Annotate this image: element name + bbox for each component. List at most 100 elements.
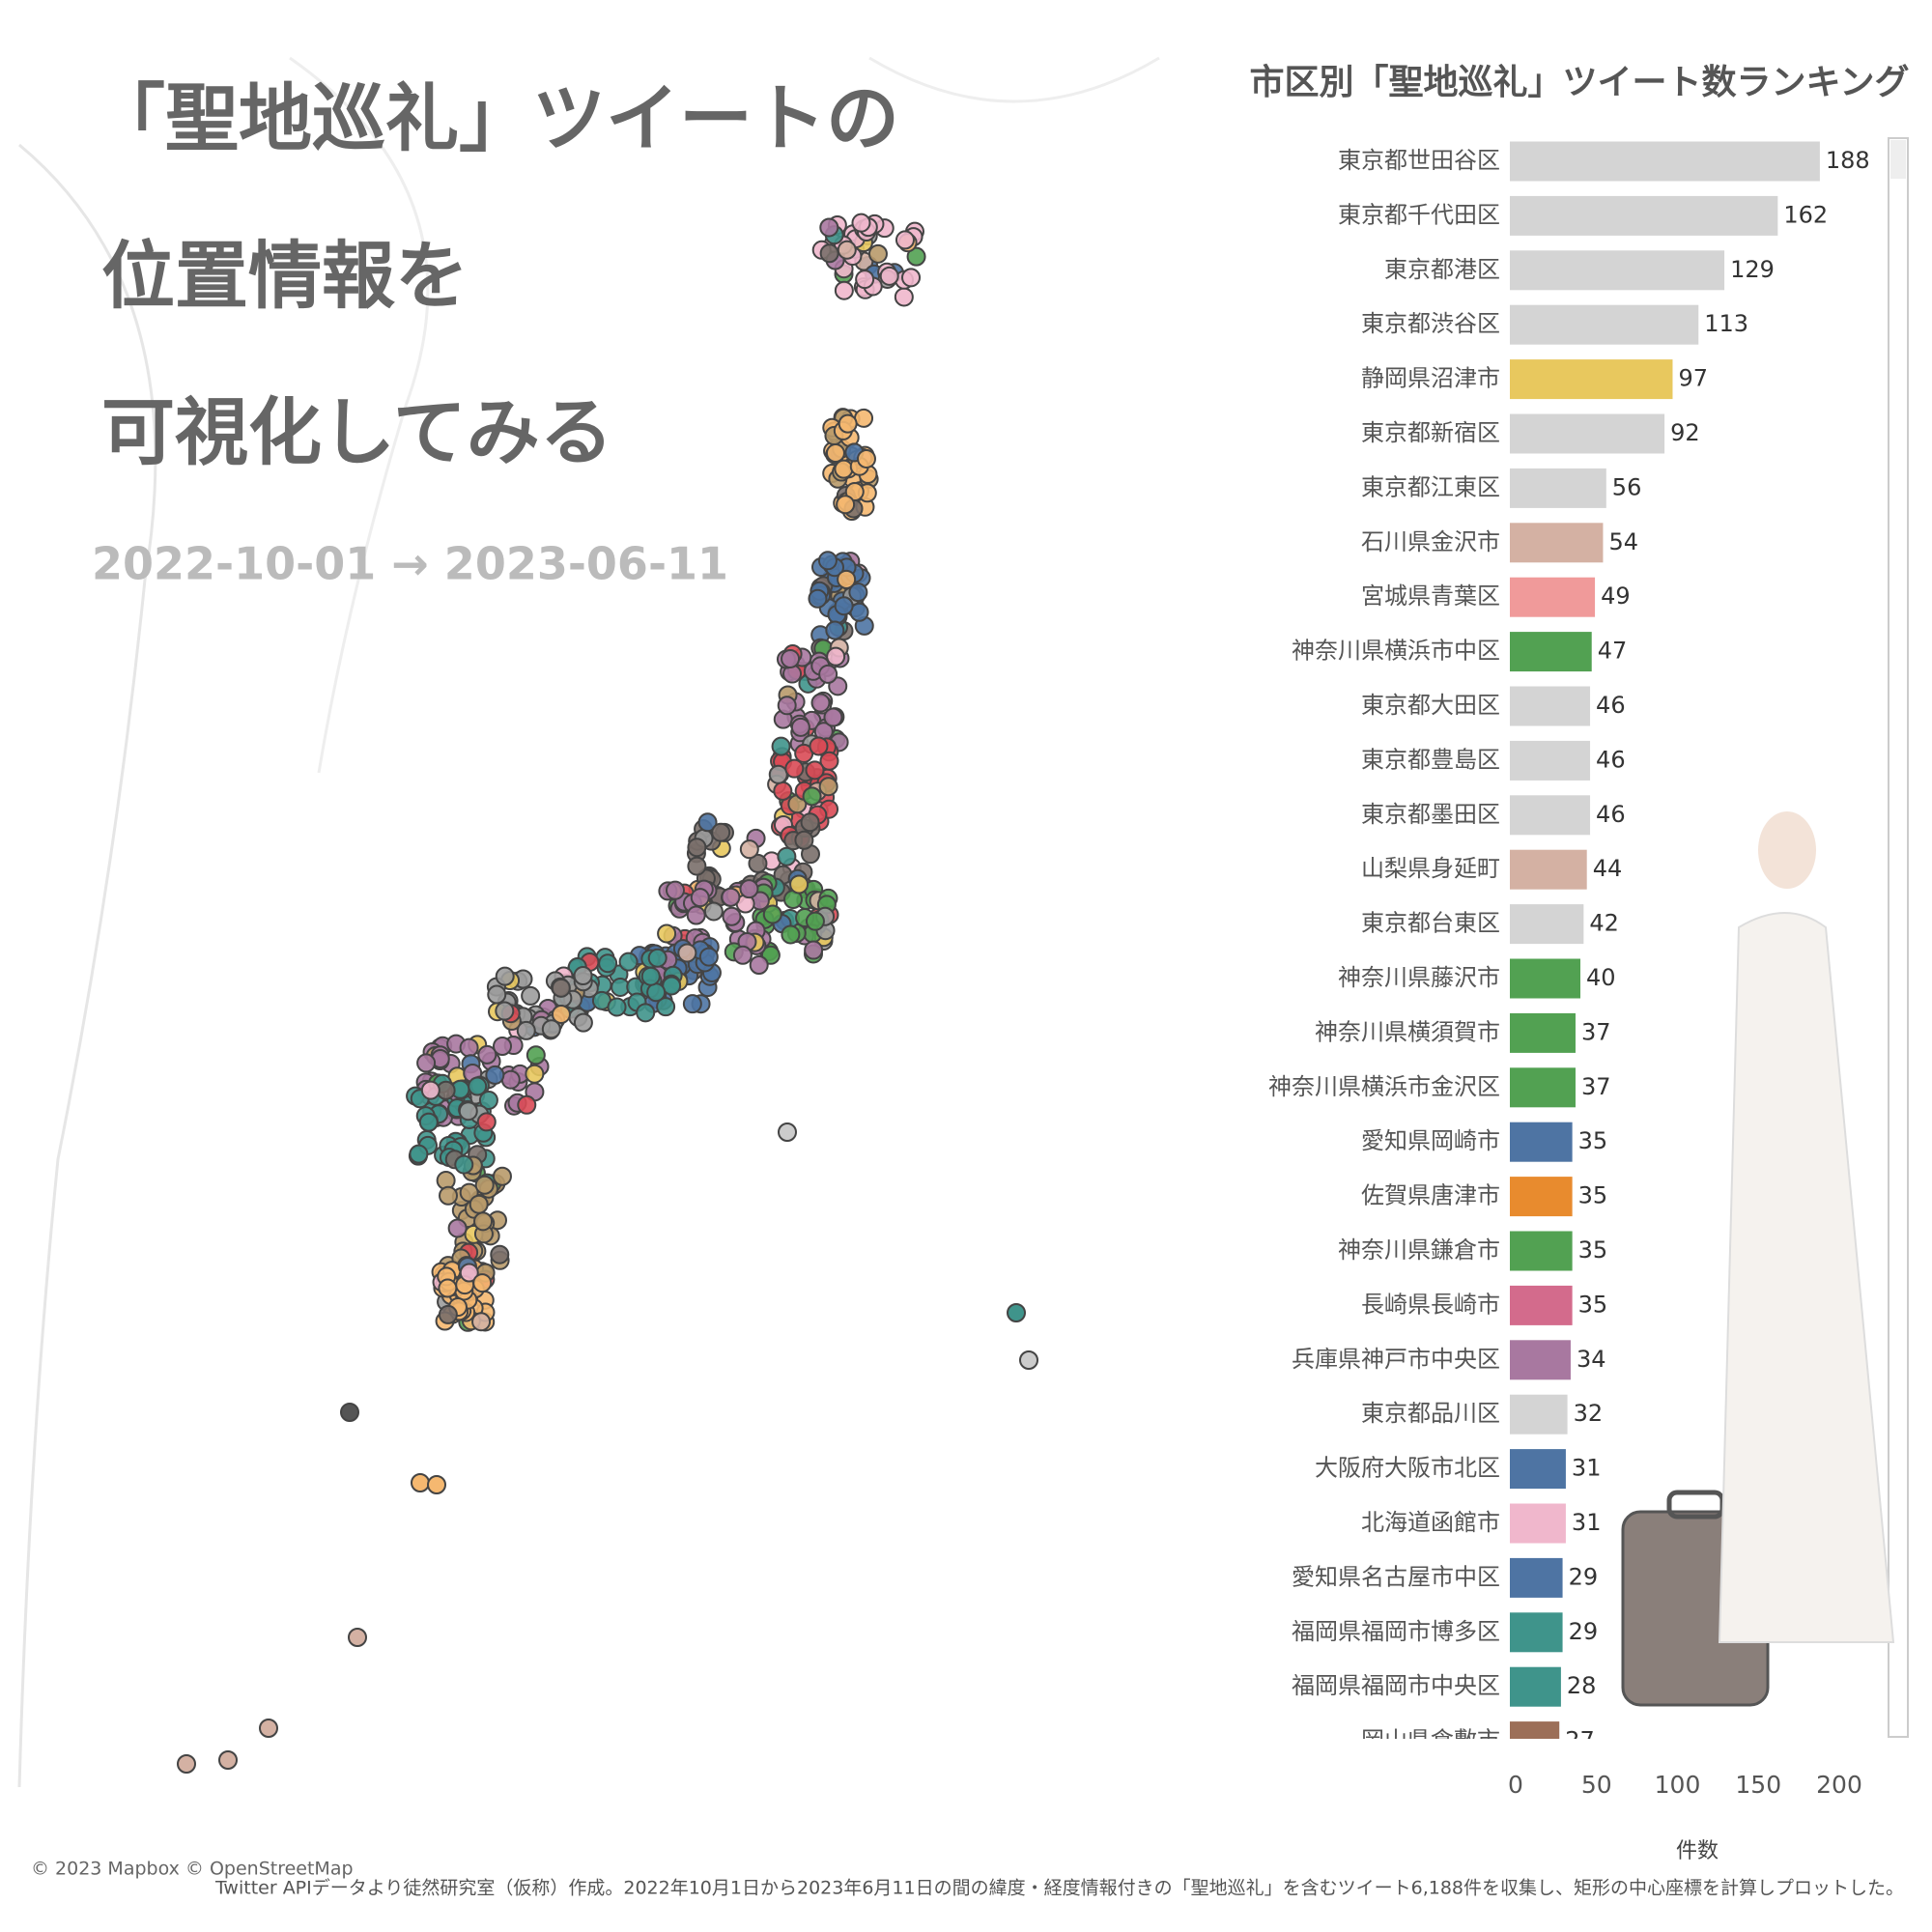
map-point: [656, 997, 676, 1017]
map-point: [516, 1020, 536, 1040]
map-point: [427, 1475, 446, 1494]
map-point: [418, 1112, 439, 1132]
map-point: [819, 243, 839, 264]
map-point: [348, 1628, 367, 1647]
bar: [1510, 1557, 1563, 1598]
map-point: [468, 1076, 488, 1096]
y-tick-label: 神奈川県横浜市金沢区: [1268, 1073, 1500, 1100]
map-point: [469, 1194, 489, 1214]
map-point: [722, 906, 742, 926]
value-label: 188: [1826, 147, 1870, 174]
y-tick-label: 愛知県岡崎市: [1361, 1127, 1500, 1154]
y-tick-label: 神奈川県鎌倉市: [1338, 1236, 1500, 1264]
map-point: [823, 707, 843, 727]
x-tick-label: 0: [1508, 1771, 1523, 1799]
map-point: [732, 945, 753, 965]
title-line: 可視化してみる: [101, 389, 613, 475]
bar: [1510, 958, 1580, 999]
map-point: [773, 781, 793, 801]
bar: [1510, 740, 1591, 781]
value-label: 27: [1565, 1727, 1595, 1754]
map-point: [721, 887, 741, 907]
coastline: [868, 56, 1160, 103]
map-point: [856, 448, 876, 469]
y-tick-label: 東京都渋谷区: [1361, 310, 1500, 337]
bar: [1510, 1122, 1573, 1162]
value-label: 35: [1578, 1127, 1608, 1154]
map-point: [492, 1166, 512, 1186]
map-point: [471, 1312, 492, 1332]
y-tick-label: 愛知県名古屋市中区: [1292, 1563, 1500, 1590]
map-point: [834, 280, 854, 300]
y-tick-label: 神奈川県横浜市中区: [1292, 638, 1500, 665]
bar: [1510, 195, 1778, 236]
map-point: [477, 1044, 497, 1065]
map-point: [541, 1019, 561, 1039]
map-point: [551, 1004, 571, 1024]
value-label: 35: [1578, 1291, 1608, 1318]
map-point: [551, 978, 571, 998]
y-tick-label: 福岡県福岡市中央区: [1292, 1672, 1500, 1699]
y-tick-label: 東京都大田区: [1361, 692, 1500, 719]
value-label: 29: [1569, 1618, 1599, 1645]
map-point: [901, 268, 922, 288]
bar: [1510, 1177, 1573, 1217]
map-point: [834, 596, 854, 616]
bar: [1510, 1394, 1568, 1435]
y-tick-label: 福岡県福岡市博多区: [1292, 1618, 1500, 1645]
map-point: [526, 1045, 546, 1065]
scrollbar-thumb[interactable]: [1890, 140, 1906, 179]
map-point: [826, 646, 846, 667]
bar-area: 東京都世田谷区 188 東京都千代田区 162 東京都港区 129 東京都渋谷区 113 静岡県…: [1268, 141, 1870, 1754]
value-label: 46: [1596, 801, 1626, 828]
map-point: [447, 1218, 468, 1238]
map-point: [682, 994, 702, 1014]
map-point: [686, 905, 706, 925]
value-label: 35: [1578, 1236, 1608, 1264]
bar: [1510, 849, 1587, 890]
bar: [1510, 468, 1606, 508]
map-point: [879, 266, 899, 286]
value-label: 42: [1589, 910, 1619, 937]
illustration: [1621, 811, 1895, 1707]
map: [17, 56, 1160, 1788]
value-label: 113: [1704, 310, 1748, 337]
y-tick-label: 東京都千代田区: [1338, 201, 1500, 228]
y-tick-label: 山梨県身延町: [1361, 855, 1500, 882]
map-point: [825, 443, 845, 464]
map-point: [474, 1175, 495, 1195]
map-point: [420, 1080, 440, 1100]
map-point: [837, 569, 857, 589]
value-label: 35: [1578, 1182, 1608, 1209]
map-point: [781, 924, 801, 945]
map-point: [834, 459, 854, 479]
map-point: [493, 1036, 513, 1056]
map-point: [416, 1053, 437, 1073]
value-label: 162: [1783, 201, 1828, 228]
bar: [1510, 1231, 1573, 1271]
map-point: [768, 764, 788, 784]
map-point: [789, 874, 810, 895]
y-tick-label: 北海道函館市: [1361, 1509, 1500, 1536]
bar: [1510, 686, 1591, 726]
map-point: [607, 997, 627, 1017]
map-point: [478, 1090, 498, 1110]
map-point: [748, 853, 768, 873]
map-point: [818, 777, 838, 797]
scrollbar[interactable]: [1888, 137, 1909, 1738]
map-point: [762, 904, 782, 924]
map-point: [647, 948, 668, 968]
y-tick-label: 佐賀県唐津市: [1361, 1182, 1500, 1209]
value-label: 56: [1612, 473, 1642, 500]
map-point: [687, 856, 707, 876]
map-point: [473, 1211, 494, 1232]
coastline: [289, 56, 430, 774]
value-label: 31: [1572, 1509, 1602, 1536]
map-point: [749, 955, 769, 976]
map-point: [711, 822, 731, 842]
value-label: 31: [1572, 1455, 1602, 1482]
map-point: [819, 751, 839, 771]
map-point: [1007, 1303, 1026, 1322]
map-point: [771, 736, 791, 756]
